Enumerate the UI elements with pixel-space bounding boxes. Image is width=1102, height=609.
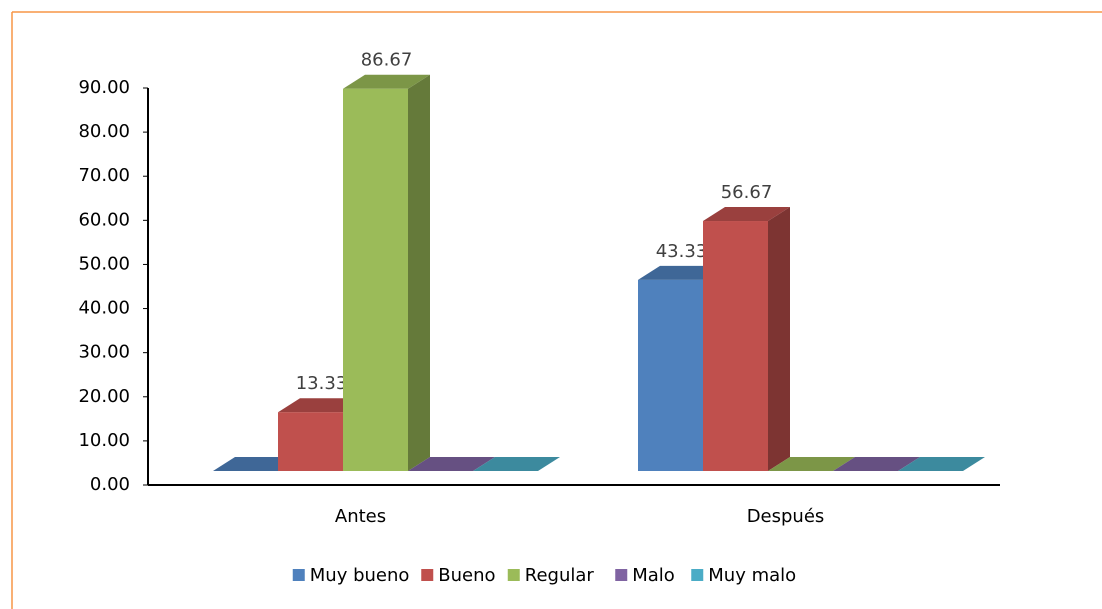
x-tick-label: Después [747,506,825,527]
y-tick-label: 20.00 [78,386,130,407]
x-tick-label: Antes [335,506,386,527]
bar-top [473,457,560,471]
legend-label: Malo [632,565,675,586]
y-tick-label: 70.00 [78,165,130,186]
bar [638,279,703,471]
value-label: 43.33 [656,241,708,262]
value-label: 13.33 [296,373,348,394]
bar-side [408,74,430,472]
y-tick-label: 0.00 [90,474,130,495]
bar-top [768,457,855,471]
legend-label: Regular [525,565,595,586]
legend-swatch [292,569,305,581]
y-tick-label: 10.00 [78,430,130,451]
y-tick-label: 80.00 [78,121,130,142]
bar-top [703,207,790,222]
y-tick-label: 50.00 [78,253,130,274]
bar [343,88,408,472]
y-tick-label: 30.00 [78,342,130,363]
bar-top [833,457,920,471]
legend-swatch [507,569,520,581]
value-label: 56.67 [721,182,773,203]
legend-label: Muy malo [708,565,796,586]
bar [278,412,343,471]
y-tick-label: 60.00 [78,209,130,230]
bar-top [343,74,430,89]
legend-swatch [421,569,434,581]
legend-label: Muy bueno [310,565,410,586]
value-label: 86.67 [361,50,413,71]
legend-swatch [691,569,704,581]
bar [703,221,768,471]
y-tick-label: 90.00 [78,77,130,98]
y-tick-label: 40.00 [78,298,130,319]
legend-label: Bueno [438,565,495,586]
bar-top [408,457,495,471]
bar-side [768,207,790,471]
legend-swatch [615,569,628,581]
bar-top [898,457,985,471]
